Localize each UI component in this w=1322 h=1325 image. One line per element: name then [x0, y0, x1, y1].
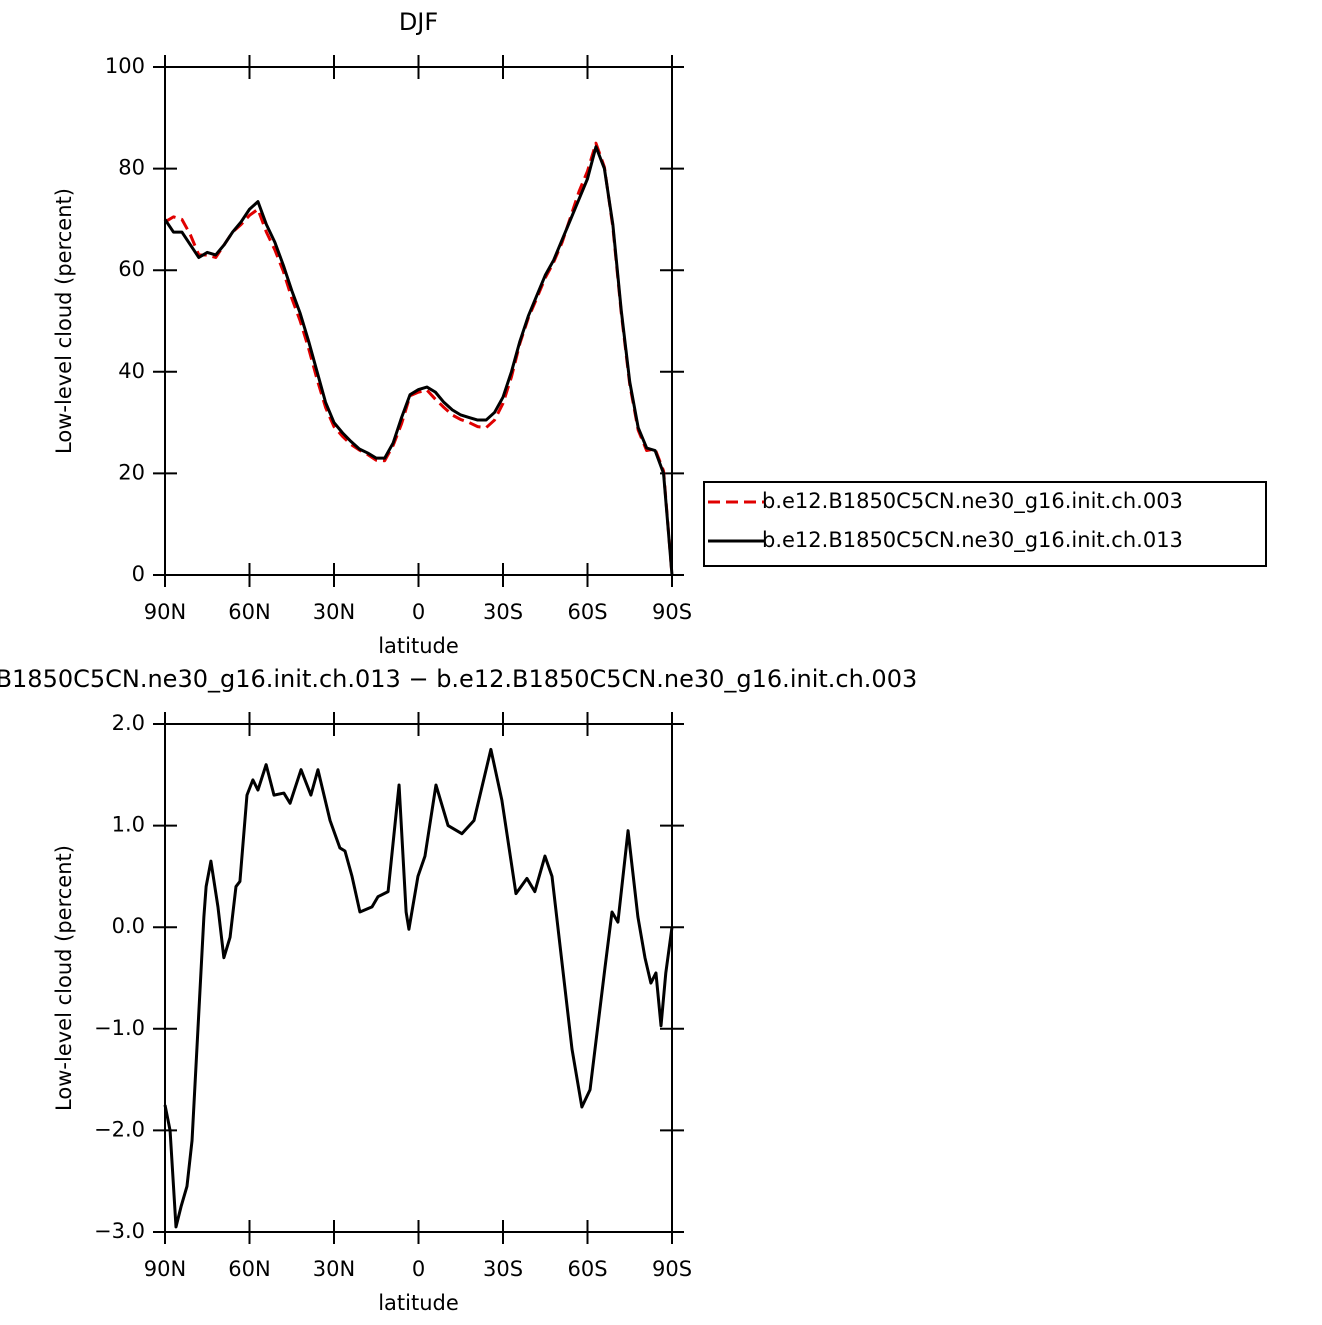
x-axis-label: latitude — [378, 1291, 459, 1315]
x-tick-label: 30S — [483, 1257, 523, 1281]
y-tick-label: 0.0 — [112, 914, 145, 938]
x-tick-label: 60N — [228, 600, 270, 624]
y-tick-label: 40 — [118, 359, 145, 383]
x-tick-label: 60S — [567, 600, 607, 624]
y-tick-label: 1.0 — [112, 813, 145, 837]
x-tick-label: 90N — [144, 600, 186, 624]
x-tick-label: 90N — [144, 1257, 186, 1281]
x-axis-label: latitude — [378, 634, 459, 658]
y-tick-label: 2.0 — [112, 711, 145, 735]
y-axis-label: Low-level cloud (percent) — [52, 188, 76, 454]
x-tick-label: 90S — [652, 1257, 692, 1281]
data-line — [164, 141, 674, 576]
x-tick-label: 0 — [412, 1257, 425, 1281]
x-tick-label: 60N — [228, 1257, 270, 1281]
plot-frame — [164, 723, 673, 1233]
chart-title: b.e12.B1850C5CN.ne30_g16.init.ch.013 − b… — [0, 665, 917, 693]
x-tick-label: 30N — [313, 1257, 355, 1281]
y-tick-label: 0 — [132, 562, 145, 586]
data-line — [163, 747, 674, 1229]
y-tick-label: 80 — [118, 156, 145, 180]
legend-label: b.e12.B1850C5CN.ne30_g16.init.ch.003 — [762, 489, 1183, 514]
legend-box — [703, 481, 1267, 567]
y-tick-label: 60 — [118, 257, 145, 281]
data-line — [163, 145, 674, 576]
y-tick-label: 100 — [105, 54, 145, 78]
y-axis-label: Low-level cloud (percent) — [52, 845, 76, 1111]
y-tick-label: −1.0 — [94, 1016, 145, 1040]
y-tick-label: −3.0 — [94, 1219, 145, 1243]
x-tick-label: 90S — [652, 600, 692, 624]
y-tick-label: 20 — [118, 460, 145, 484]
y-tick-label: −2.0 — [94, 1117, 145, 1141]
legend-label: b.e12.B1850C5CN.ne30_g16.init.ch.013 — [762, 528, 1183, 553]
x-tick-label: 60S — [567, 1257, 607, 1281]
chart-title: DJF — [399, 8, 438, 36]
x-tick-label: 30S — [483, 600, 523, 624]
x-tick-label: 30N — [313, 600, 355, 624]
plot-frame — [164, 66, 673, 576]
x-tick-label: 0 — [412, 600, 425, 624]
